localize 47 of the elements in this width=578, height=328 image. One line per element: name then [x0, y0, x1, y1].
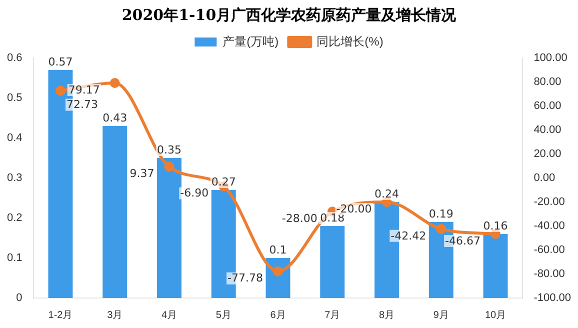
x-tick-label: 4月: [161, 310, 178, 321]
data-label: 79.17: [68, 83, 100, 96]
y-tick-label: 0.5: [6, 92, 22, 104]
data-label: 0.35: [156, 143, 182, 156]
data-label: -42.42: [390, 229, 426, 242]
legend-label: 同比增长(%): [316, 34, 384, 48]
x-tick-label: 6月: [270, 310, 286, 321]
data-label: 0.16: [483, 219, 508, 232]
y-tick-label: 0.1: [6, 252, 22, 264]
y-tick-label: 0: [16, 292, 22, 304]
x-tick-label: 10月: [484, 310, 506, 321]
data-label: -46.67: [445, 234, 481, 248]
y2-tick-label: 0.00: [534, 172, 556, 184]
data-label: 72.73: [66, 98, 98, 112]
data-label: 0.19: [428, 207, 454, 220]
data-label: 0.57: [48, 55, 73, 68]
data-label: 0.27: [211, 175, 236, 188]
data-label: -28.00: [282, 212, 318, 225]
y2-tick-label: -40.00: [534, 220, 565, 232]
data-label: 0.24: [374, 187, 399, 200]
y2-tick-label: -20.00: [534, 196, 565, 208]
legend-label: 产量(万吨): [222, 34, 279, 48]
x-tick-label: 9月: [433, 310, 449, 321]
data-label: 0.1: [269, 243, 287, 256]
data-label: -77.78: [228, 272, 263, 285]
data-label: 0.43: [102, 111, 128, 124]
x-tick-label: 7月: [324, 310, 340, 321]
y-tick-label: 0.3: [6, 172, 22, 184]
y2-tick-label: -80.00: [534, 268, 565, 280]
x-tick-label: 5月: [216, 310, 232, 321]
chart-title: 2020年1-10月广西化学农药原药产量及增长情况: [120, 5, 458, 26]
y-tick-label: 0.4: [6, 132, 22, 144]
y2-tick-label: -60.00: [534, 244, 565, 256]
data-label: 0.18: [320, 211, 345, 224]
y2-tick-label: 80.00: [534, 76, 562, 88]
y-tick-label: 0.6: [6, 52, 22, 64]
y2-tick-label: 40.00: [534, 124, 562, 136]
y2-tick-label: 100.00: [534, 52, 568, 64]
y2-tick-label: -100.00: [534, 292, 572, 304]
x-tick-label: 3月: [107, 310, 123, 321]
y2-tick-label: 20.00: [534, 148, 562, 160]
x-tick-label: 8月: [378, 310, 395, 321]
data-label: 9.37: [130, 167, 154, 180]
x-tick-label: 1-2月: [48, 310, 73, 321]
y-tick-label: 0.2: [6, 212, 22, 224]
y2-tick-label: 60.00: [534, 100, 562, 112]
data-label: -6.90: [180, 186, 209, 200]
